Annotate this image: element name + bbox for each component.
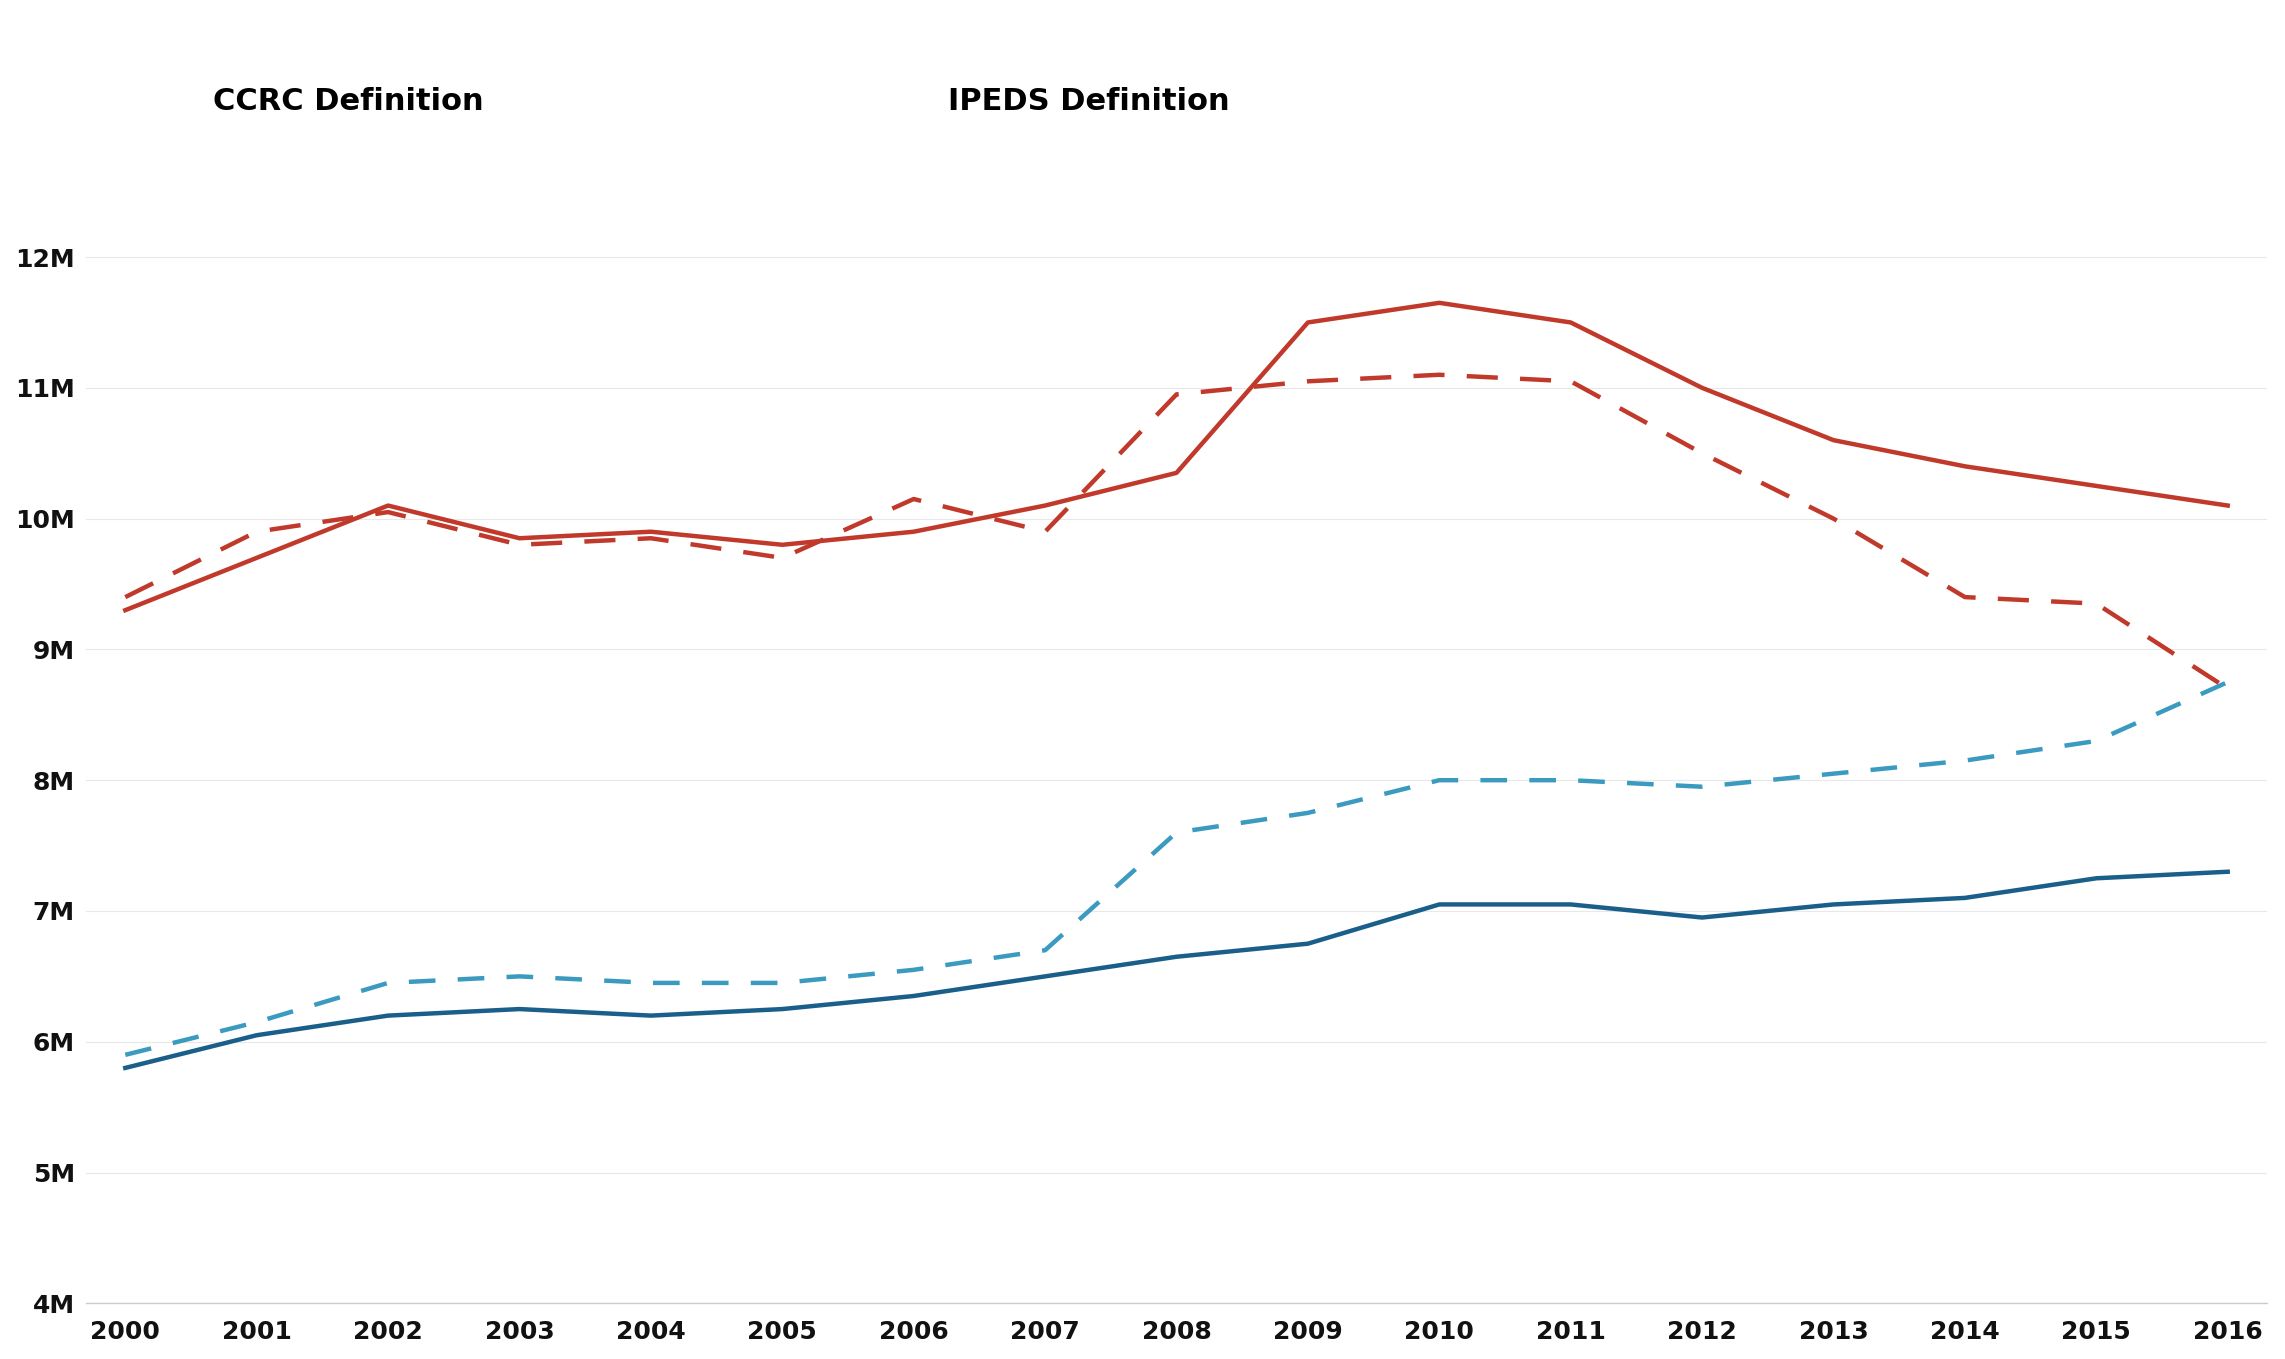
Text: CCRC Definition: CCRC Definition bbox=[213, 87, 482, 116]
Text: IPEDS Definition: IPEDS Definition bbox=[948, 87, 1229, 116]
